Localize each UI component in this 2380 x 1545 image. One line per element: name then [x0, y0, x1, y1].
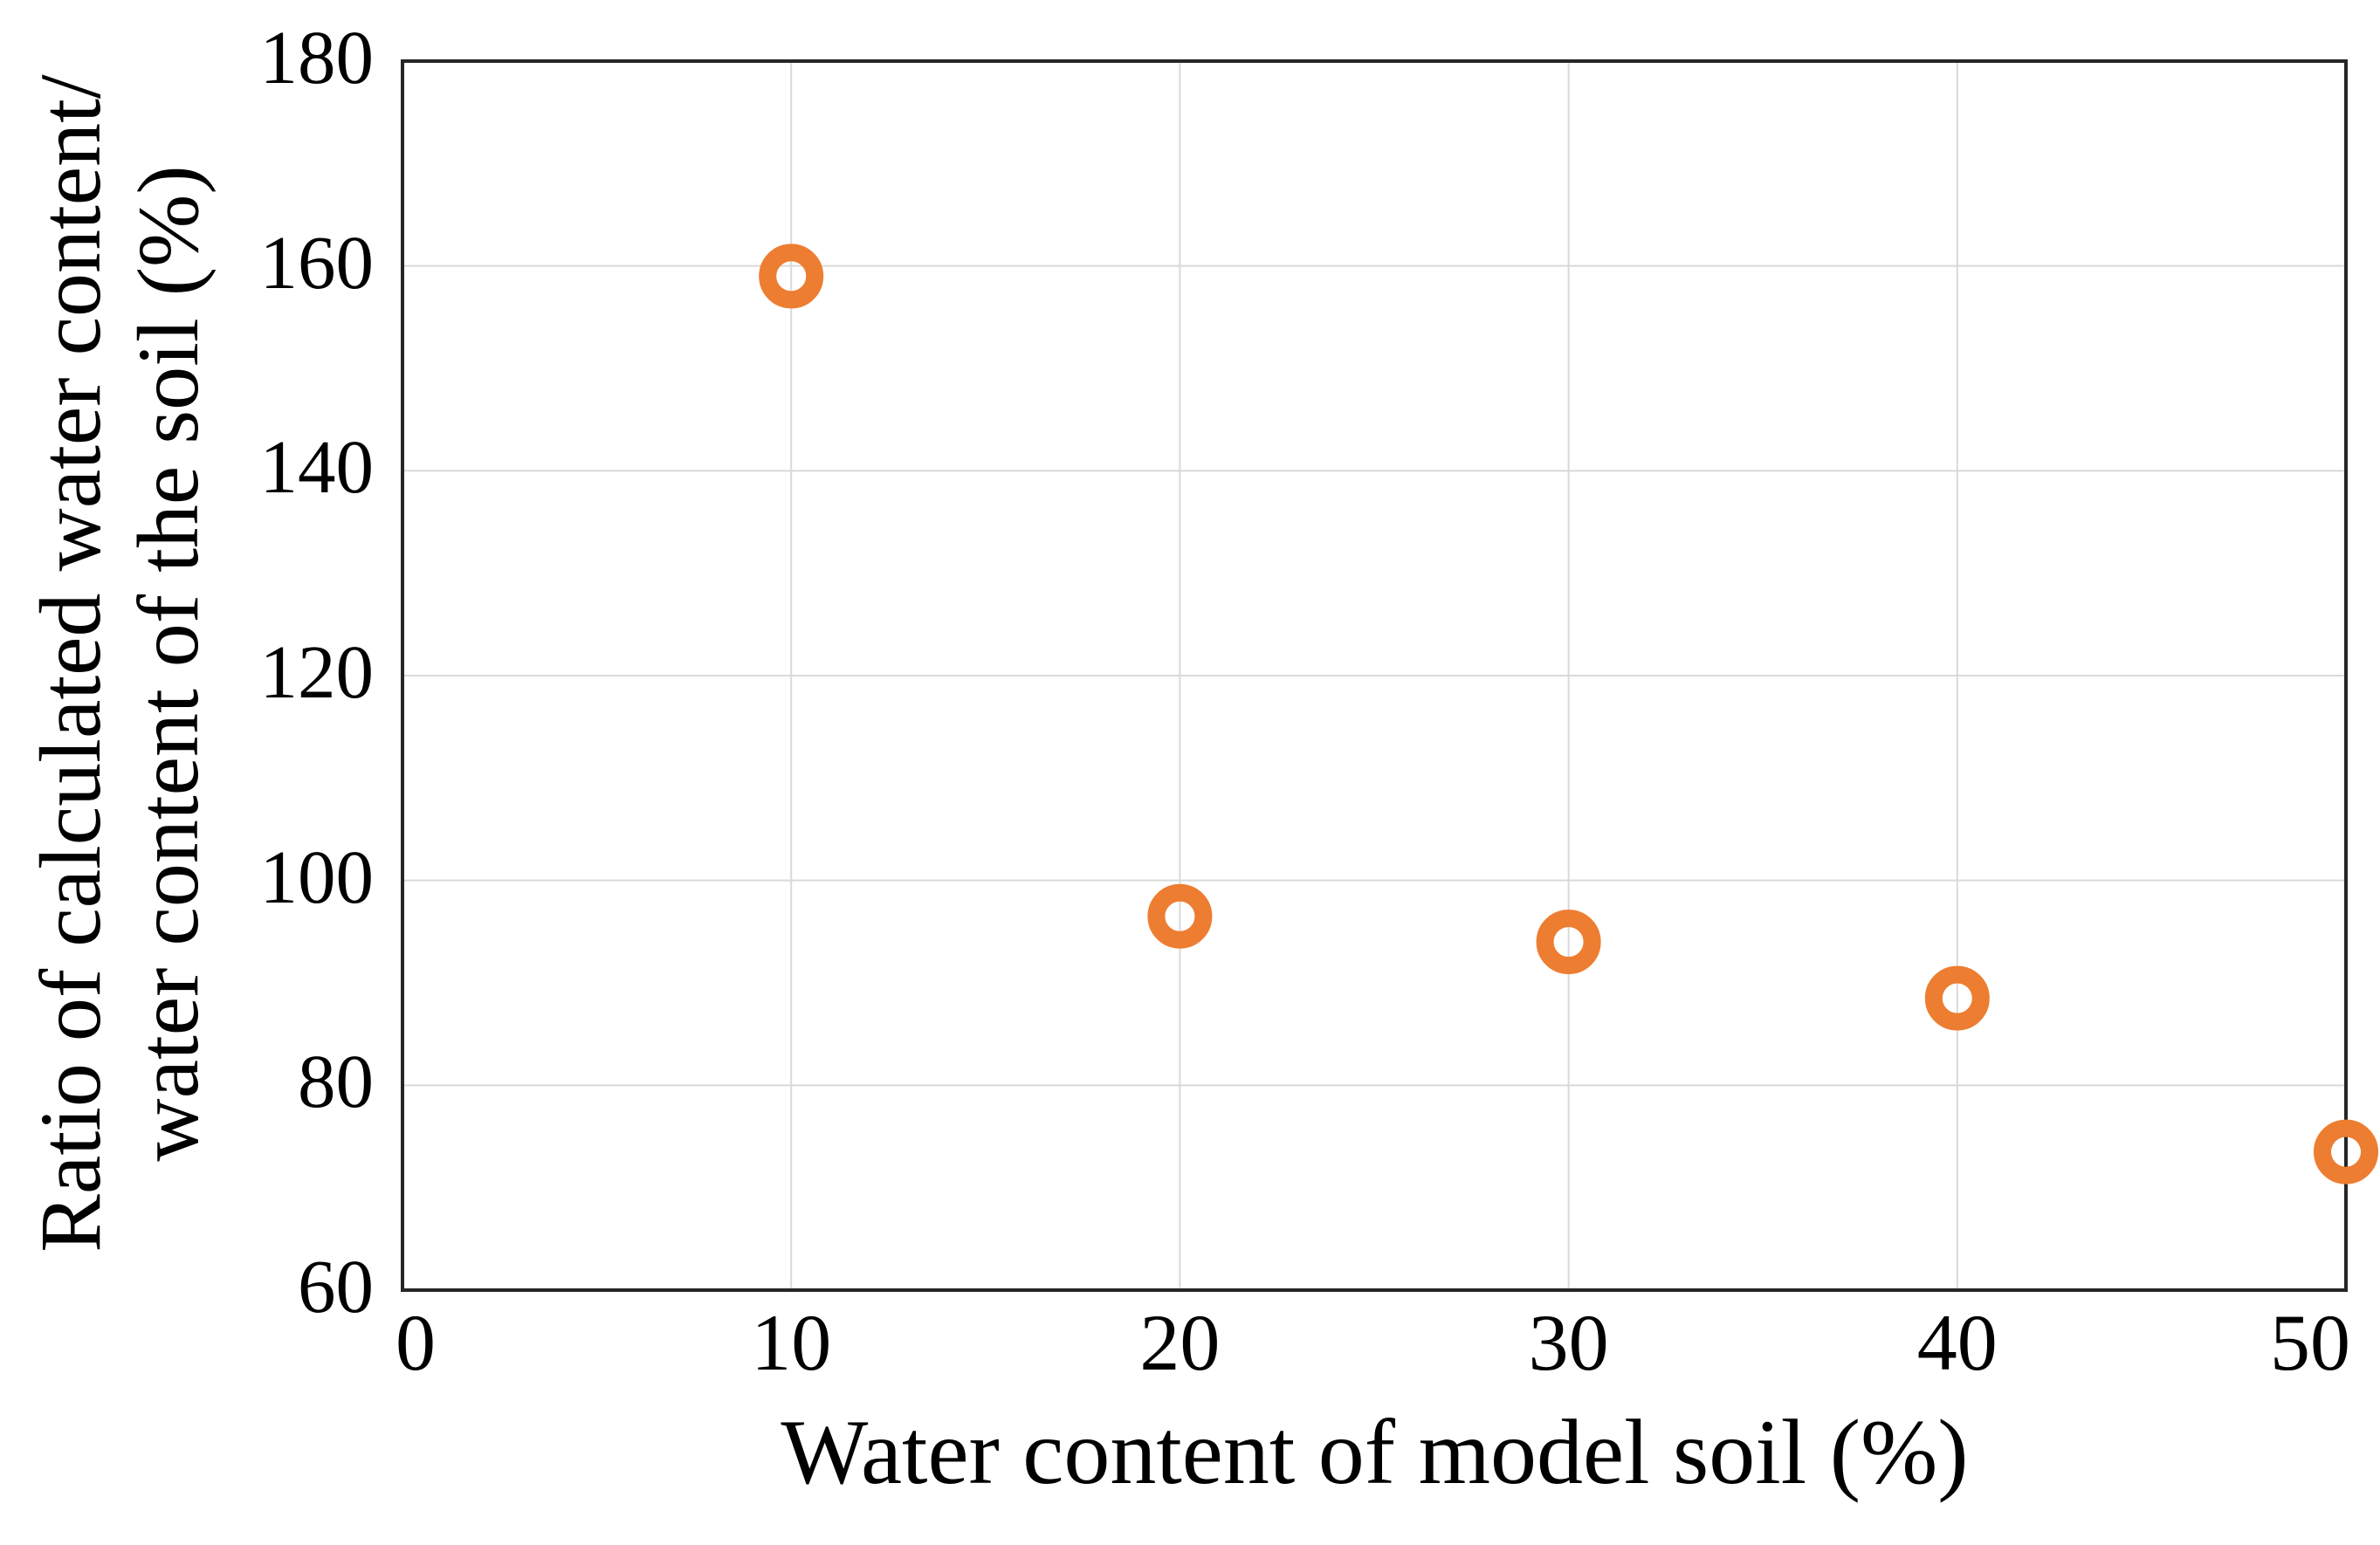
data-point — [1924, 965, 1990, 1031]
y-tick-label: 140 — [259, 424, 375, 510]
x-tick-label: 10 — [751, 1298, 832, 1387]
gridlines — [402, 61, 2346, 1290]
y-tick-label: 180 — [259, 15, 375, 100]
plot-border — [401, 59, 2348, 1292]
x-axis-title: Water content of model soil (%) — [781, 1401, 1969, 1503]
data-point-markers — [759, 244, 2378, 1184]
x-tick-label: 0 — [396, 1298, 436, 1387]
x-tick-label: 20 — [1139, 1298, 1221, 1387]
x-tick-label: 50 — [2270, 1298, 2350, 1387]
y-tick-label: 100 — [259, 834, 375, 919]
y-tick-label: 120 — [259, 629, 375, 714]
data-point — [1536, 910, 1601, 975]
y-tick-label: 160 — [259, 219, 375, 305]
y-tick-label: 80 — [298, 1039, 374, 1124]
x-tick-label: 40 — [1916, 1298, 1998, 1387]
data-point — [2314, 1119, 2378, 1184]
data-point — [759, 244, 824, 309]
y-tick-label: 60 — [298, 1244, 374, 1329]
x-tick-label: 30 — [1528, 1298, 1609, 1387]
data-point — [1147, 883, 1213, 949]
